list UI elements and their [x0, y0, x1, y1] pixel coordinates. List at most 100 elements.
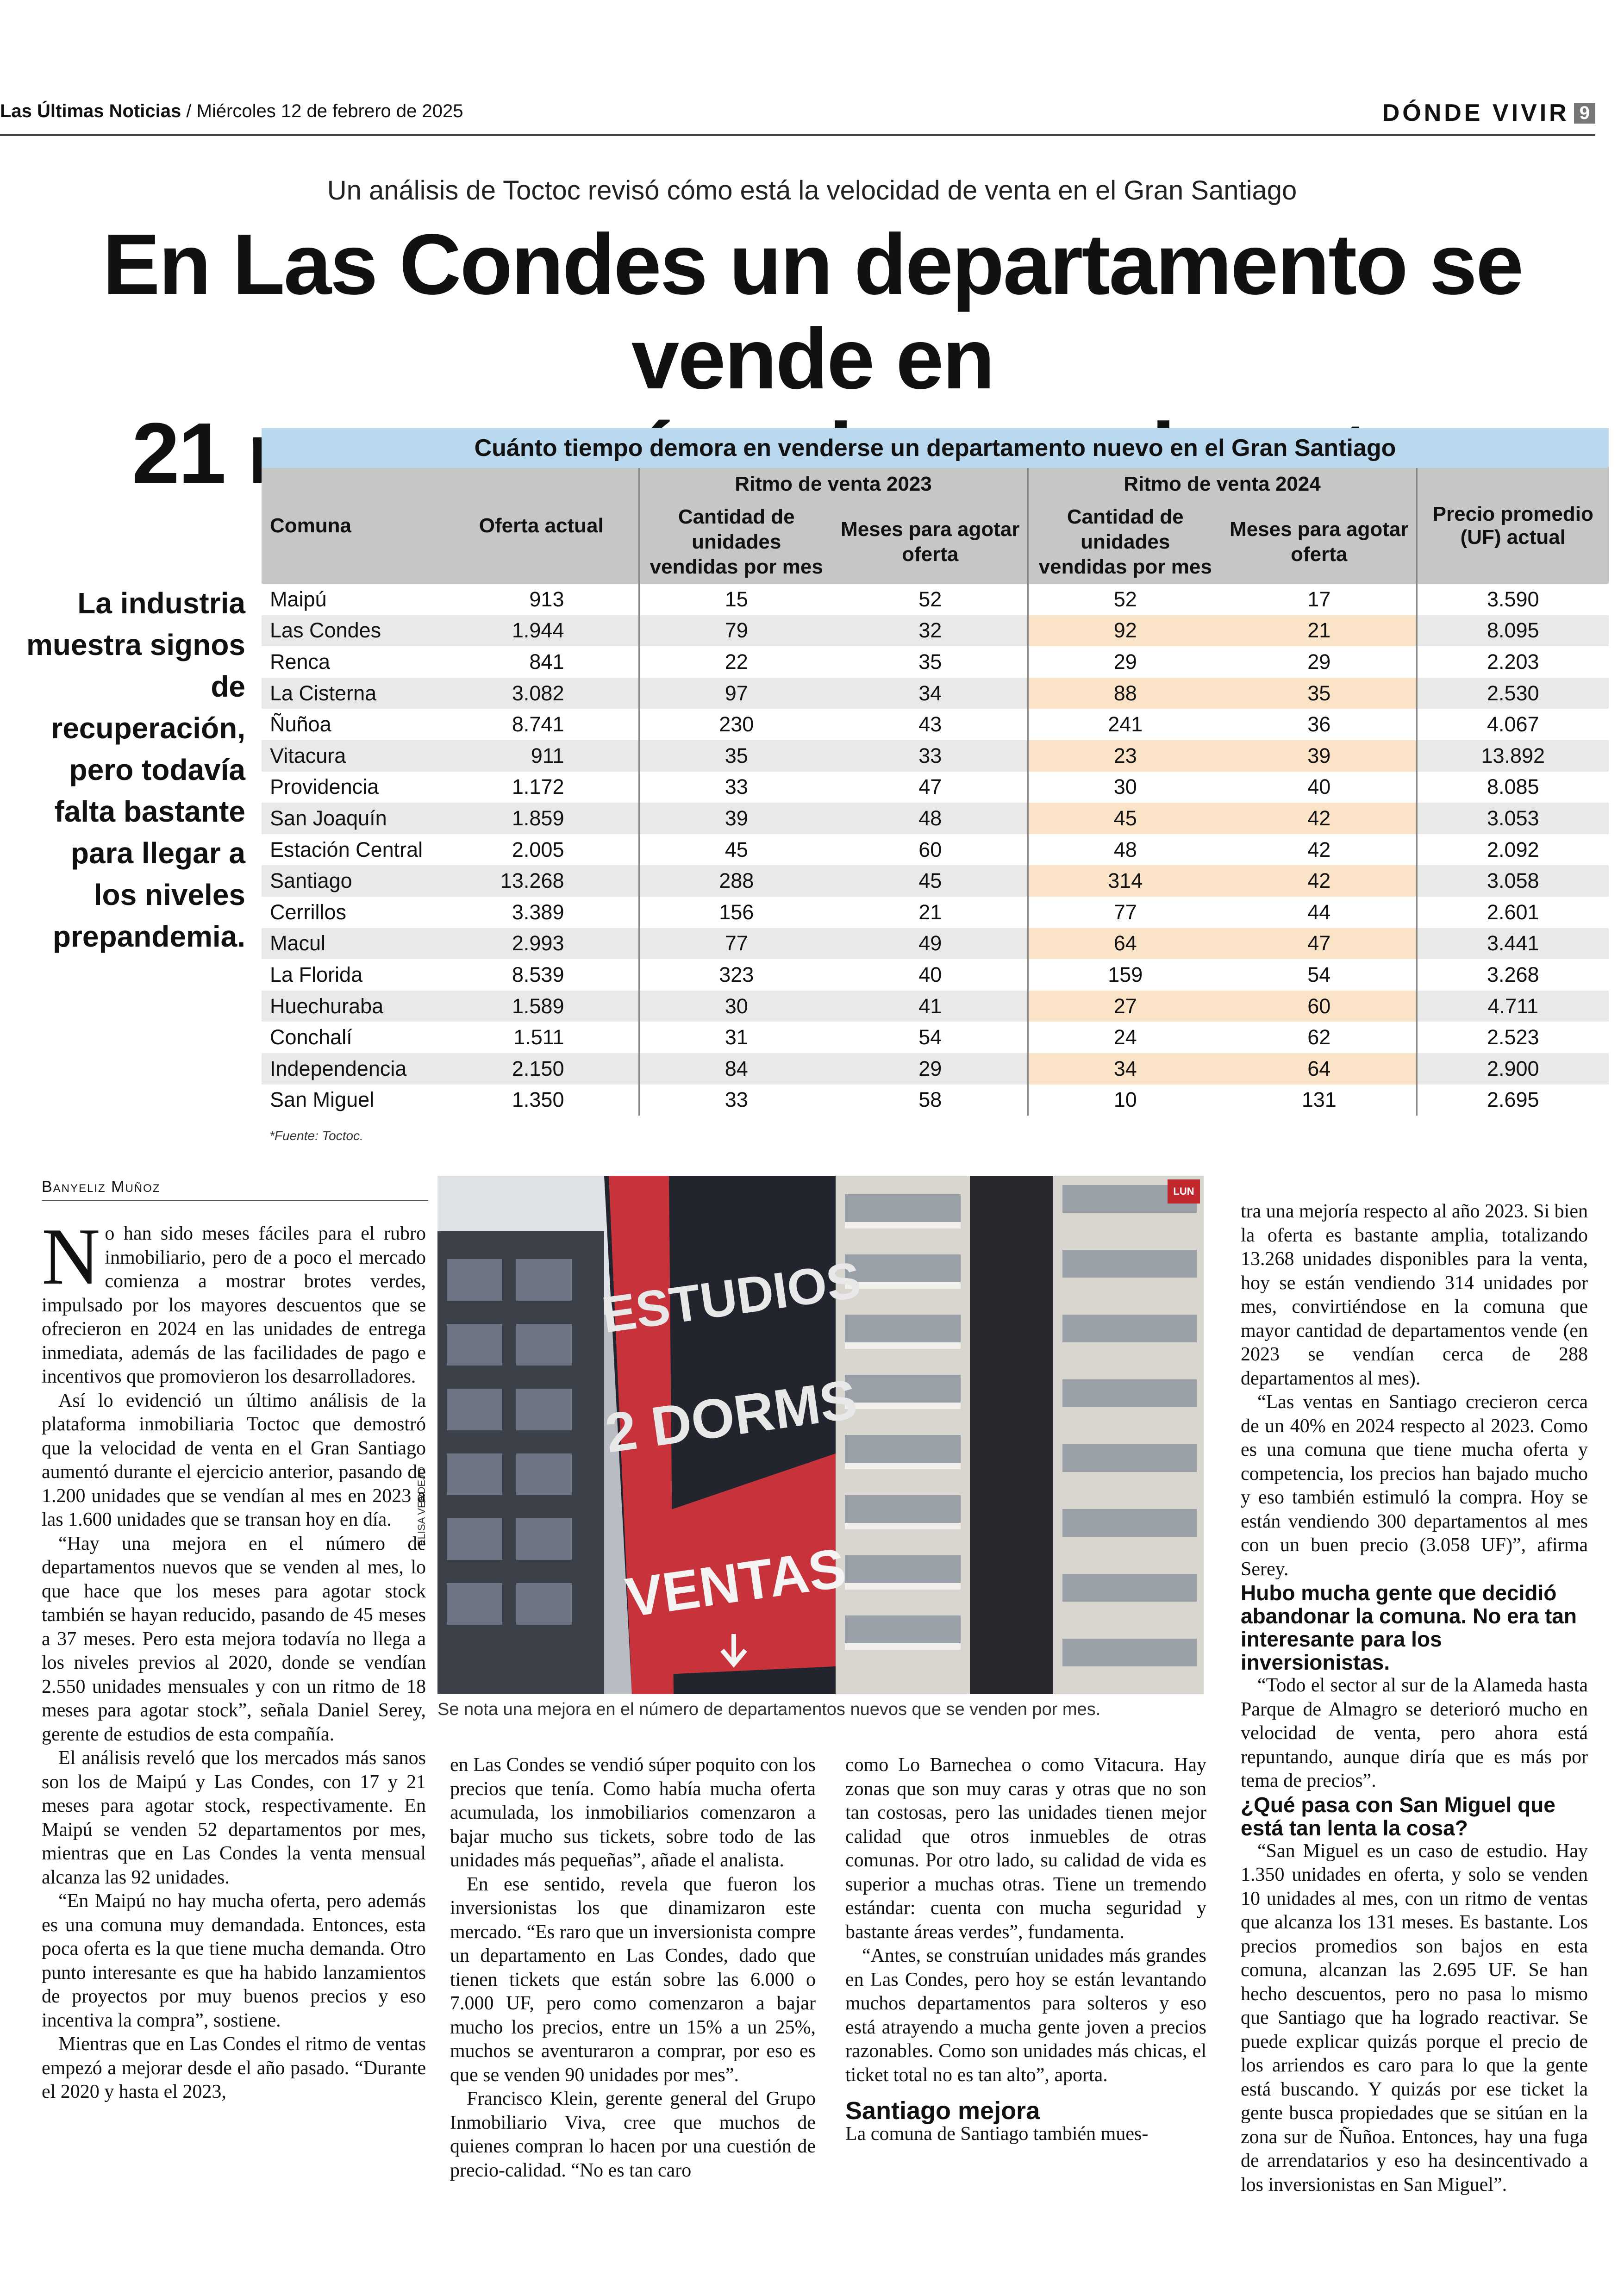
cell-price: 4.067 [1416, 709, 1609, 740]
cell-comuna: Renca [262, 646, 444, 678]
cell-price: 3.058 [1416, 865, 1609, 897]
publication-name: Las Últimas Noticias [0, 101, 181, 121]
cell-months-2024: 29 [1222, 646, 1417, 678]
cell-oferta: 13.268 [444, 865, 639, 897]
table-row: Huechuraba 1.589 30 41 27 60 4.711 [262, 990, 1609, 1022]
cell-price: 2.092 [1416, 834, 1609, 866]
cell-months-2023: 47 [833, 771, 1028, 803]
article-paragraph: “Antes, se construían unidades más grand… [845, 1945, 1206, 2086]
article-paragraph: “Todo el sector al sur de la Alameda has… [1241, 1675, 1588, 1791]
cell-months-2023: 32 [833, 615, 1028, 647]
cell-oferta: 8.539 [444, 959, 639, 991]
cell-months-2023: 40 [833, 959, 1028, 991]
article-paragraph: Francisco Klein, gerente general del Gru… [450, 2088, 816, 2181]
byline: Banyeliz Muñoz [42, 1178, 161, 1196]
cell-months-2024: 60 [1222, 990, 1417, 1022]
cell-units-2023: 79 [638, 615, 833, 647]
cell-comuna: Vitacura [262, 740, 444, 772]
table-row: Independencia 2.150 84 29 34 64 2.900 [262, 1053, 1609, 1085]
table-row: Estación Central 2.005 45 60 48 42 2.092 [262, 834, 1609, 866]
cell-comuna: Huechuraba [262, 990, 444, 1022]
building-photo: ESTUDIOS 2 DORMS VENTAS [437, 1176, 1204, 1694]
cell-units-2023: 35 [638, 740, 833, 772]
cell-months-2024: 17 [1222, 584, 1417, 615]
article-column-3: como Lo Barnechea o como Vitacura. Hay z… [845, 1753, 1206, 2146]
cell-units-2023: 15 [638, 584, 833, 615]
article-column-4: tra una mejoría respecto al año 2023. Si… [1241, 1200, 1588, 2197]
cell-months-2023: 49 [833, 928, 1028, 960]
cell-months-2023: 29 [833, 1053, 1028, 1085]
cell-oferta: 2.005 [444, 834, 639, 866]
cell-units-2024: 29 [1027, 646, 1222, 678]
cell-months-2023: 60 [833, 834, 1028, 866]
cell-oferta: 1.172 [444, 771, 639, 803]
cell-units-2023: 323 [638, 959, 833, 991]
section-name: DÓNDE VIVIR [1382, 100, 1569, 126]
table-row: Providencia 1.172 33 47 30 40 8.085 [262, 771, 1609, 803]
table-title: Cuánto tiempo demora en venderse un depa… [262, 428, 1609, 468]
cell-units-2024: 30 [1027, 771, 1222, 803]
table-row: La Florida 8.539 323 40 159 54 3.268 [262, 959, 1609, 991]
cell-comuna: Ñuñoa [262, 709, 444, 740]
cell-months-2024: 21 [1222, 615, 1417, 647]
cell-months-2023: 21 [833, 896, 1028, 928]
article-paragraph: La comuna de Santiago también mues- [845, 2123, 1149, 2145]
cell-units-2023: 288 [638, 865, 833, 897]
cell-units-2024: 159 [1027, 959, 1222, 991]
cell-months-2024: 42 [1222, 803, 1417, 834]
section-label: DÓNDE VIVIR 9 [1382, 99, 1595, 127]
header-units-2023: Cantidad de unidades vendidas por mes [638, 500, 833, 584]
cell-months-2023: 43 [833, 709, 1028, 740]
subhead-san-miguel: ¿Qué pasa con San Miguel que está tan le… [1241, 1792, 1555, 1840]
cell-comuna: La Florida [262, 959, 444, 991]
cell-months-2024: 44 [1222, 896, 1417, 928]
table-row: Macul 2.993 77 49 64 47 3.441 [262, 928, 1609, 960]
cell-months-2024: 131 [1222, 1084, 1417, 1116]
cell-months-2024: 54 [1222, 959, 1417, 991]
cell-oferta: 2.993 [444, 928, 639, 960]
cell-comuna: San Joaquín [262, 803, 444, 834]
table-row: Cerrillos 3.389 156 21 77 44 2.601 [262, 896, 1609, 928]
cell-price: 2.695 [1416, 1084, 1609, 1116]
cell-months-2023: 58 [833, 1084, 1028, 1116]
masthead: Las Últimas Noticias / Miércoles 12 de f… [0, 101, 463, 122]
cell-units-2024: 77 [1027, 896, 1222, 928]
cell-units-2024: 23 [1027, 740, 1222, 772]
header-price: Precio promedio (UF) actual [1416, 468, 1609, 584]
table-body: Maipú 913 15 52 52 17 3.590 Las Condes 1.944 79 32… [262, 584, 1609, 1116]
cell-price: 3.590 [1416, 584, 1609, 615]
cell-months-2023: 45 [833, 865, 1028, 897]
cell-comuna: Maipú [262, 584, 444, 615]
cell-units-2023: 33 [638, 1084, 833, 1116]
cell-price: 2.523 [1416, 1022, 1609, 1053]
article-paragraph: El análisis reveló que los mercados más … [42, 1747, 426, 1888]
pull-quote: La industria muestra signos de recuperac… [26, 586, 245, 953]
cell-units-2024: 92 [1027, 615, 1222, 647]
cell-months-2023: 35 [833, 646, 1028, 678]
kicker: Un análisis de Toctoc revisó cómo está l… [327, 175, 1297, 206]
sales-table-grid: Cuánto tiempo demora en venderse un depa… [262, 428, 1609, 1116]
table-row: La Cisterna 3.082 97 34 88 35 2.530 [262, 677, 1609, 709]
table-row: San Joaquín 1.859 39 48 45 42 3.053 [262, 803, 1609, 834]
cell-price: 8.095 [1416, 615, 1609, 647]
article-photo: ESTUDIOS 2 DORMS VENTAS LUN [437, 1176, 1204, 1694]
cell-price: 3.441 [1416, 928, 1609, 960]
cell-units-2023: 230 [638, 709, 833, 740]
table-row: Vitacura 911 35 33 23 39 13.892 [262, 740, 1609, 772]
cell-price: 4.711 [1416, 990, 1609, 1022]
cell-units-2024: 45 [1027, 803, 1222, 834]
cell-months-2024: 42 [1222, 834, 1417, 866]
header-oferta: Oferta actual [444, 468, 639, 584]
cell-oferta: 913 [444, 584, 639, 615]
cell-units-2024: 48 [1027, 834, 1222, 866]
cell-units-2024: 27 [1027, 990, 1222, 1022]
cell-comuna: Independencia [262, 1053, 444, 1085]
cell-oferta: 1.589 [444, 990, 639, 1022]
lun-logo: LUN [1168, 1179, 1200, 1204]
article-paragraph: en Las Condes se vendió súper poquito co… [450, 1754, 816, 1871]
arrow-down-icon [720, 1634, 747, 1668]
sales-table: Cuánto tiempo demora en venderse un depa… [262, 428, 1609, 1116]
subhead-santiago: Santiago mejora [845, 2097, 1040, 2125]
article-paragraph: como Lo Barnechea o como Vitacura. Hay z… [845, 1754, 1206, 1943]
